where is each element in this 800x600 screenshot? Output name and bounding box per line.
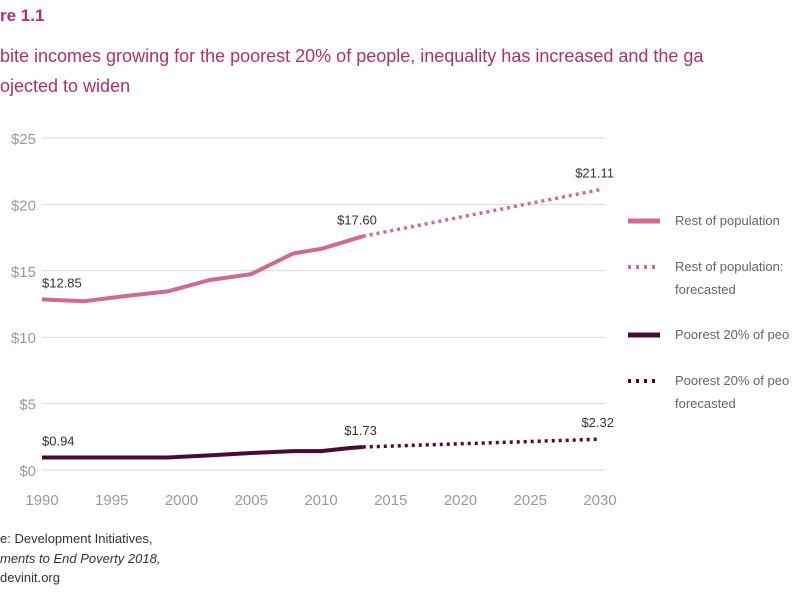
series-lines <box>41 187 601 460</box>
legend-label: forecasted <box>675 396 736 411</box>
y-tick-label: $0 <box>19 463 36 480</box>
x-tick-label: 1995 <box>95 492 128 509</box>
x-tick-label: 2020 <box>444 492 477 509</box>
y-tick-label: $15 <box>11 264 36 281</box>
legend-label: Rest of population <box>675 213 780 228</box>
x-tick-label: 2030 <box>583 492 616 509</box>
y-tick-label: $10 <box>11 330 36 347</box>
x-tick-label: 1990 <box>25 492 58 509</box>
data-label: $17.60 <box>337 212 377 227</box>
data-labels: $12.85 $17.60 $21.11 $0.94 $1.73 $2.32 <box>42 166 614 449</box>
series-line <box>362 187 601 239</box>
series-line <box>41 234 364 304</box>
grid-lines <box>42 137 605 471</box>
x-tick-label: 2005 <box>235 492 268 509</box>
y-tick-label: $20 <box>11 197 36 214</box>
source-line-2: ments to End Poverty 2018, <box>0 551 161 566</box>
data-label: $12.85 <box>42 275 82 290</box>
legend-label: Poorest 20% of peo <box>675 327 789 342</box>
chart-subtitle-line-1: bite incomes growing for the poorest 20%… <box>0 46 704 66</box>
legend: Rest of population Rest of population: for… <box>628 213 789 411</box>
x-tick-label: 2015 <box>374 492 407 509</box>
chart-subtitle-line-2: ojected to widen <box>0 76 131 96</box>
axis-ticks: $0 $5 $10 $15 $20 $25 1990 1995 2000 2005 2010 2015… <box>11 131 617 509</box>
series-line <box>362 437 601 449</box>
data-label: $2.32 <box>581 415 614 430</box>
x-tick-label: 2025 <box>514 492 547 509</box>
legend-label: Rest of population: <box>675 259 783 274</box>
legend-label: Poorest 20% of peo <box>675 373 789 388</box>
legend-label: forecasted <box>675 282 736 297</box>
data-label: $21.11 <box>575 166 614 181</box>
figure-label: re 1.1 <box>0 6 45 25</box>
series-line <box>42 445 363 460</box>
x-tick-label: 2000 <box>165 492 198 509</box>
x-tick-label: 2010 <box>304 492 337 509</box>
data-label: $0.94 <box>42 434 75 449</box>
data-label: $1.73 <box>344 423 377 438</box>
source-line-3: devinit.org <box>0 570 60 585</box>
source-line-1: e: Development Initiatives, <box>0 531 153 546</box>
y-tick-label: $5 <box>19 397 36 414</box>
y-tick-label: $25 <box>11 131 36 148</box>
